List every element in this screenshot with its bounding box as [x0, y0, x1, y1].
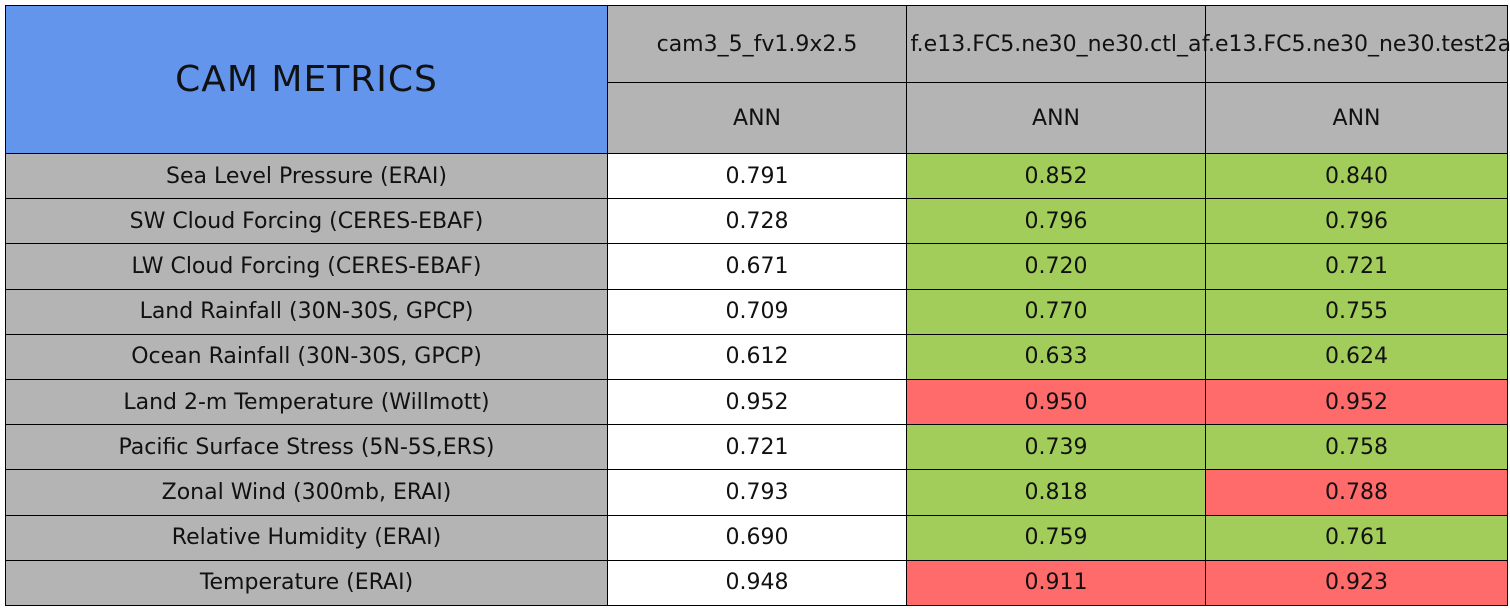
metric-cell: 0.633	[906, 333, 1206, 380]
metric-cell-text: 0.793	[725, 479, 789, 505]
metric-cell: 0.709	[607, 288, 907, 335]
case-header: cam3_5_fv1.9x2.5	[607, 5, 907, 83]
metric-cell-text: 0.720	[1024, 253, 1088, 279]
metric-cell-text: 0.759	[1024, 525, 1088, 551]
metric-cell-text: 0.796	[1024, 208, 1088, 234]
metric-cell: 0.721	[1205, 243, 1508, 290]
row-label: Sea Level Pressure (ERAI)	[5, 153, 608, 200]
case-header-text: cam3_5_fv1.9x2.5	[656, 31, 858, 57]
row-label-text: Relative Humidity (ERAI)	[171, 525, 442, 551]
row-label: Ocean Rainfall (30N-30S, GPCP)	[5, 333, 608, 380]
metric-cell-text: 0.739	[1024, 434, 1088, 460]
metric-cell-text: 0.709	[725, 299, 789, 325]
row-label-text: Pacific Surface Stress (5N-5S,ERS)	[118, 434, 495, 460]
metric-cell: 0.755	[1205, 288, 1508, 335]
metric-cell: 0.761	[1205, 514, 1508, 561]
metric-cell-text: 0.796	[1325, 208, 1388, 234]
row-label: Temperature (ERAI)	[5, 559, 608, 606]
metric-cell: 0.950	[906, 379, 1206, 426]
metric-cell: 0.796	[1205, 198, 1508, 245]
metric-cell-text: 0.721	[1325, 253, 1388, 279]
metric-cell: 0.788	[1205, 469, 1508, 516]
row-label-text: LW Cloud Forcing (CERES-EBAF)	[131, 253, 482, 279]
metric-cell: 0.624	[1205, 333, 1508, 380]
row-label-text: Land 2-m Temperature (Willmott)	[123, 389, 490, 415]
metric-cell: 0.721	[607, 424, 907, 471]
season-header: ANN	[906, 82, 1206, 154]
row-label-text: Land Rainfall (30N-30S, GPCP)	[139, 299, 474, 325]
case-header-text: f.e13.FC5.ne30_ne30.test2a	[1201, 31, 1510, 57]
season-header-text: ANN	[733, 105, 781, 131]
metric-cell-text: 0.788	[1325, 479, 1388, 505]
metric-cell-text: 0.690	[725, 525, 789, 551]
season-header: ANN	[607, 82, 907, 154]
metric-cell-text: 0.721	[725, 434, 789, 460]
row-label: Land 2-m Temperature (Willmott)	[5, 379, 608, 426]
case-header: f.e13.FC5.ne30_ne30.ctl_a	[906, 5, 1206, 83]
metric-cell: 0.923	[1205, 559, 1508, 606]
metric-cell: 0.739	[906, 424, 1206, 471]
row-label: Zonal Wind (300mb, ERAI)	[5, 469, 608, 516]
metric-cell-text: 0.911	[1024, 570, 1088, 596]
metric-cell-text: 0.728	[725, 208, 789, 234]
metric-cell: 0.952	[1205, 379, 1508, 426]
metric-cell-text: 0.923	[1325, 570, 1388, 596]
metric-cell-text: 0.633	[1024, 344, 1088, 370]
metric-cell: 0.952	[607, 379, 907, 426]
row-label: Relative Humidity (ERAI)	[5, 514, 608, 561]
metric-cell-text: 0.852	[1024, 163, 1088, 189]
row-label-text: Sea Level Pressure (ERAI)	[166, 163, 447, 189]
season-header: ANN	[1205, 82, 1508, 154]
metric-cell: 0.770	[906, 288, 1206, 335]
metric-cell-text: 0.840	[1325, 163, 1388, 189]
metric-cell: 0.791	[607, 153, 907, 200]
row-label-text: SW Cloud Forcing (CERES-EBAF)	[129, 208, 484, 234]
metric-cell-text: 0.755	[1325, 299, 1388, 325]
metric-cell-text: 0.758	[1325, 434, 1388, 460]
season-header-text: ANN	[1032, 105, 1080, 131]
metric-cell: 0.758	[1205, 424, 1508, 471]
metric-cell: 0.728	[607, 198, 907, 245]
metric-cell: 0.671	[607, 243, 907, 290]
metric-cell-text: 0.818	[1024, 479, 1088, 505]
metric-cell-text: 0.671	[725, 253, 789, 279]
metric-cell-text: 0.952	[725, 389, 789, 415]
metric-cell-text: 0.761	[1325, 525, 1388, 551]
metric-cell: 0.948	[607, 559, 907, 606]
metric-cell: 0.690	[607, 514, 907, 561]
metric-cell-text: 0.948	[725, 570, 789, 596]
row-label-text: Temperature (ERAI)	[199, 570, 414, 596]
row-label: Land Rainfall (30N-30S, GPCP)	[5, 288, 608, 335]
metric-cell: 0.759	[906, 514, 1206, 561]
metric-cell-text: 0.770	[1024, 299, 1088, 325]
metric-cell: 0.911	[906, 559, 1206, 606]
metric-cell: 0.793	[607, 469, 907, 516]
metric-cell-text: 0.612	[725, 344, 789, 370]
title-cell-text: CAM METRICS	[175, 59, 438, 100]
metric-cell: 0.796	[906, 198, 1206, 245]
metric-cell: 0.818	[906, 469, 1206, 516]
metric-cell: 0.612	[607, 333, 907, 380]
metric-cell-text: 0.950	[1024, 389, 1088, 415]
metric-cell-text: 0.624	[1325, 344, 1388, 370]
row-label: LW Cloud Forcing (CERES-EBAF)	[5, 243, 608, 290]
metric-cell: 0.720	[906, 243, 1206, 290]
metric-cell: 0.840	[1205, 153, 1508, 200]
metric-cell-text: 0.952	[1325, 389, 1388, 415]
title-cell: CAM METRICS	[5, 5, 608, 154]
row-label-text: Zonal Wind (300mb, ERAI)	[161, 479, 452, 505]
row-label-text: Ocean Rainfall (30N-30S, GPCP)	[131, 344, 482, 370]
metric-cell: 0.852	[906, 153, 1206, 200]
case-header-text: f.e13.FC5.ne30_ne30.ctl_a	[910, 31, 1202, 57]
row-label: Pacific Surface Stress (5N-5S,ERS)	[5, 424, 608, 471]
case-header: f.e13.FC5.ne30_ne30.test2a	[1201, 5, 1510, 83]
row-label: SW Cloud Forcing (CERES-EBAF)	[5, 198, 608, 245]
season-header-text: ANN	[1332, 105, 1381, 131]
metric-cell-text: 0.791	[725, 163, 789, 189]
